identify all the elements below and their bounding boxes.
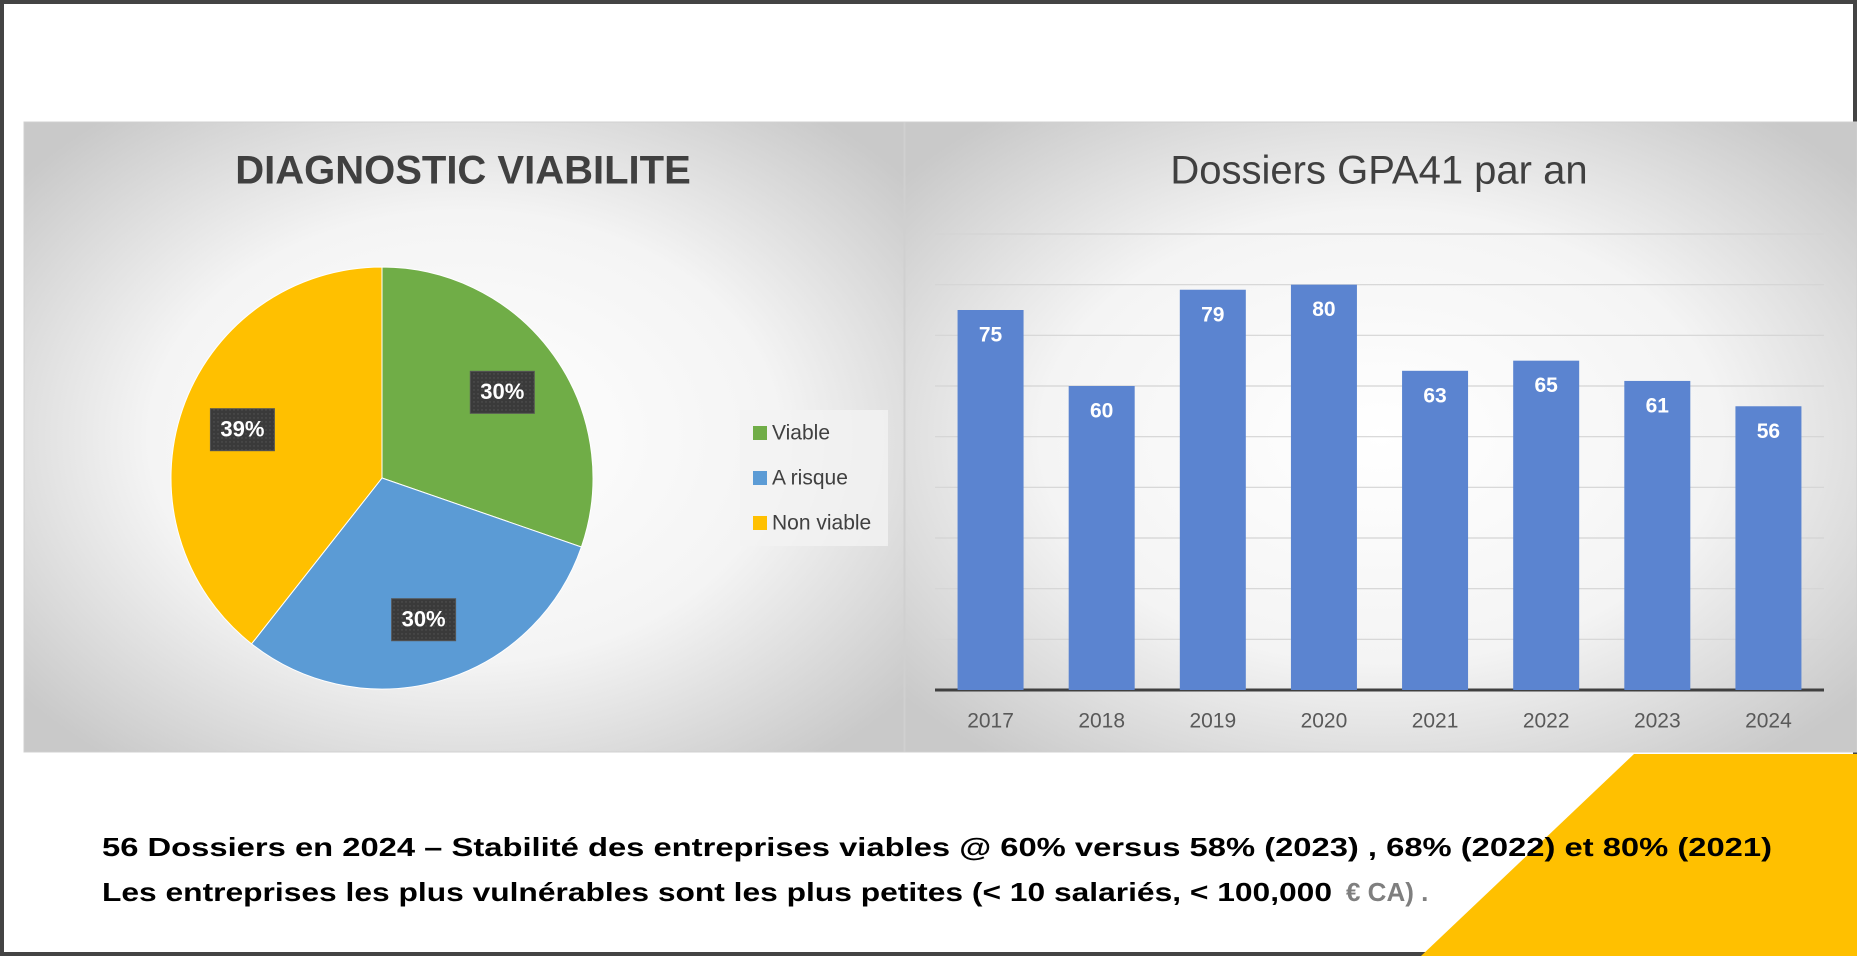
bar (1068, 386, 1135, 690)
data-label-box (391, 598, 457, 642)
legend-swatch (753, 516, 767, 530)
legend-swatch (753, 471, 767, 485)
bar (1402, 370, 1469, 690)
data-label: 56 (1757, 420, 1780, 443)
bar (957, 310, 1024, 690)
data-label: 63 (1423, 384, 1446, 407)
footer-text: Les entreprises les plus vulnérables son… (102, 877, 1332, 907)
data-label: 79 (1201, 303, 1224, 326)
bar (1624, 380, 1691, 690)
pie-slice (170, 266, 383, 645)
data-label: 65 (1535, 374, 1559, 397)
x-tick-label: 2023 (1634, 710, 1681, 733)
decor-triangle (1421, 754, 1857, 956)
data-label-box (209, 408, 275, 452)
footer-currency: € CA) . (1346, 877, 1428, 907)
x-tick-label: 2021 (1412, 710, 1459, 733)
bar (1290, 284, 1357, 690)
footer-line: 56 Dossiers en 2024 – Stabilité des entr… (102, 832, 1772, 862)
x-tick-label: 2018 (1078, 710, 1125, 733)
x-tick-label: 2020 (1301, 710, 1348, 733)
legend-label: A risque (772, 467, 848, 490)
x-tick-label: 2017 (967, 710, 1014, 733)
data-label: 30% (402, 607, 446, 632)
bar (1513, 360, 1580, 690)
data-label: 39% (220, 417, 264, 442)
x-tick-label: 2019 (1189, 710, 1236, 733)
x-tick-label: 2024 (1745, 710, 1792, 733)
pie-title: DIAGNOSTIC VIABILITE (235, 149, 691, 193)
legend-swatch (753, 426, 767, 440)
bar (1735, 406, 1802, 690)
data-label: 75 (979, 324, 1003, 347)
bar (1179, 289, 1246, 690)
data-label: 30% (480, 379, 524, 404)
legend-label: Non viable (772, 512, 871, 535)
data-label-box (469, 370, 535, 414)
data-label: 61 (1646, 394, 1670, 417)
legend-label: Viable (772, 422, 830, 445)
data-label: 60 (1090, 400, 1113, 423)
footer-line: Les entreprises les plus vulnérables son… (102, 877, 1428, 907)
bar-title: Dossiers GPA41 par an (1170, 149, 1587, 193)
x-tick-label: 2022 (1523, 710, 1570, 733)
pie-slice (250, 477, 583, 690)
data-label: 80 (1312, 298, 1335, 321)
